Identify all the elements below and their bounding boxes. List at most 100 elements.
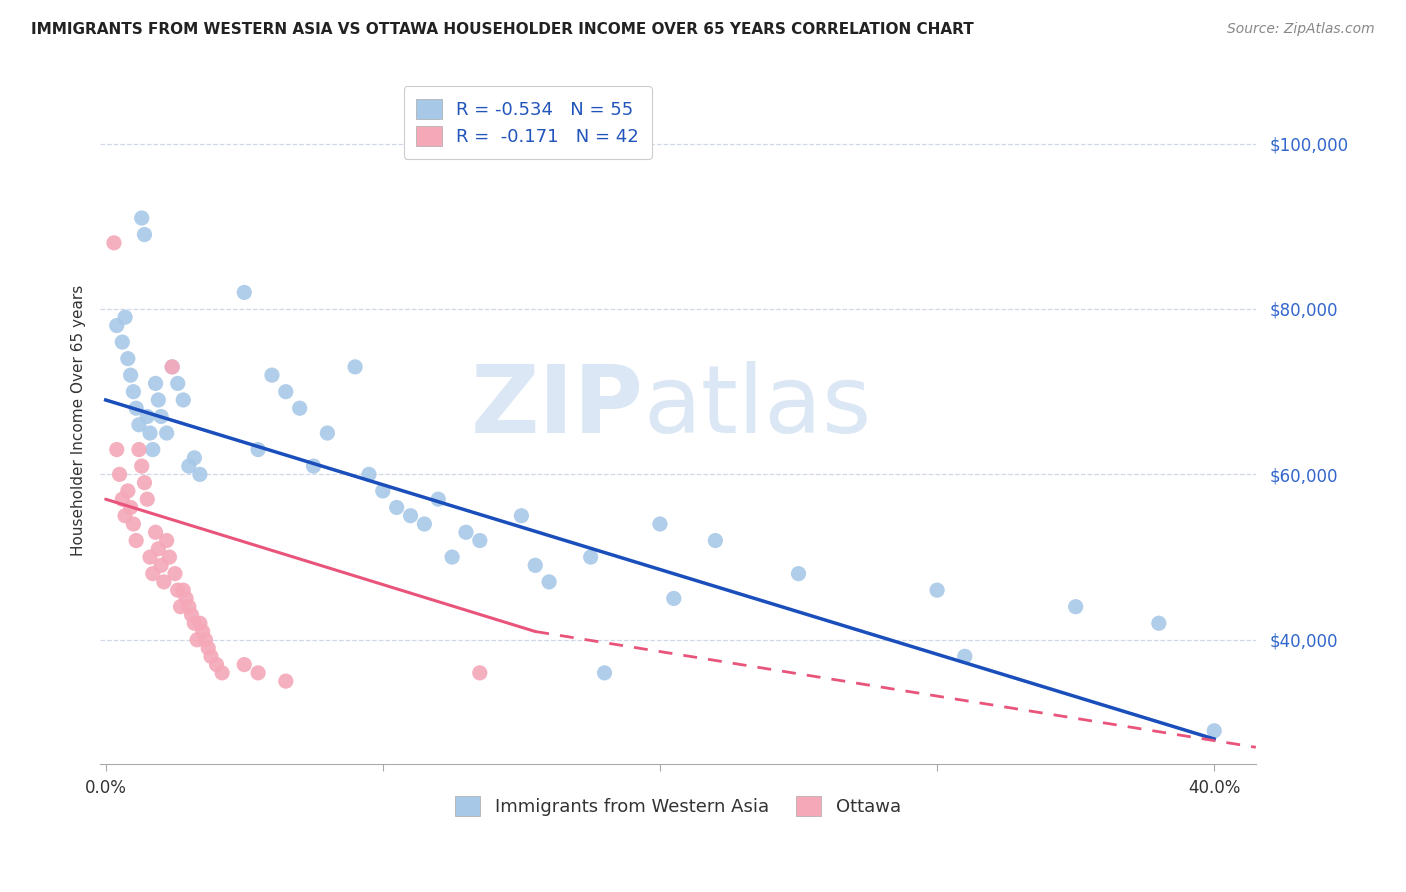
Point <box>413 516 436 531</box>
Point <box>302 459 325 474</box>
Point <box>704 533 727 548</box>
Text: ZIP: ZIP <box>471 361 644 453</box>
Point <box>103 235 125 250</box>
Point <box>114 508 136 523</box>
Point <box>316 425 339 440</box>
Point <box>579 550 602 565</box>
Point <box>128 442 150 457</box>
Point <box>131 459 153 474</box>
Point <box>111 334 134 349</box>
Point <box>148 392 170 407</box>
Point <box>105 318 128 333</box>
Point <box>274 674 297 689</box>
Point <box>148 541 170 556</box>
Point <box>136 409 159 424</box>
Point <box>122 516 145 531</box>
Point <box>150 558 173 573</box>
Point <box>139 550 162 565</box>
Point <box>233 657 256 672</box>
Text: Source: ZipAtlas.com: Source: ZipAtlas.com <box>1227 22 1375 37</box>
Point <box>142 566 165 581</box>
Point <box>662 591 685 606</box>
Point <box>211 665 233 680</box>
Point <box>191 624 214 639</box>
Point <box>153 574 176 589</box>
Point <box>108 467 131 482</box>
Point <box>117 483 139 498</box>
Point <box>194 632 217 647</box>
Point <box>538 574 561 589</box>
Y-axis label: Householder Income Over 65 years: Householder Income Over 65 years <box>72 285 86 557</box>
Point <box>1064 599 1087 614</box>
Point <box>441 550 464 565</box>
Point <box>163 566 186 581</box>
Point <box>468 665 491 680</box>
Point <box>120 500 142 515</box>
Point <box>188 467 211 482</box>
Point <box>157 550 180 565</box>
Point <box>125 533 148 548</box>
Point <box>145 525 167 540</box>
Point <box>399 508 422 523</box>
Point <box>128 417 150 432</box>
Point <box>160 359 183 374</box>
Point <box>648 516 671 531</box>
Point <box>111 492 134 507</box>
Point <box>125 401 148 416</box>
Point <box>524 558 547 573</box>
Point <box>200 649 222 664</box>
Point <box>114 310 136 325</box>
Point <box>172 392 194 407</box>
Text: atlas: atlas <box>644 361 872 453</box>
Point <box>177 599 200 614</box>
Point <box>172 583 194 598</box>
Point <box>247 665 270 680</box>
Point <box>593 665 616 680</box>
Point <box>156 425 179 440</box>
Point <box>205 657 228 672</box>
Point <box>1147 616 1170 631</box>
Point <box>288 401 311 416</box>
Point <box>385 500 408 515</box>
Point <box>371 483 394 498</box>
Point <box>183 450 205 465</box>
Point <box>427 492 450 507</box>
Point <box>188 616 211 631</box>
Point <box>131 211 153 225</box>
Point <box>247 442 270 457</box>
Point <box>233 285 256 300</box>
Text: IMMIGRANTS FROM WESTERN ASIA VS OTTAWA HOUSEHOLDER INCOME OVER 65 YEARS CORRELAT: IMMIGRANTS FROM WESTERN ASIA VS OTTAWA H… <box>31 22 974 37</box>
Point <box>357 467 380 482</box>
Point <box>953 649 976 664</box>
Point <box>274 384 297 399</box>
Point <box>454 525 477 540</box>
Point <box>160 359 183 374</box>
Point <box>134 227 156 242</box>
Point <box>925 583 948 598</box>
Point <box>787 566 810 581</box>
Point <box>197 641 219 656</box>
Point <box>166 376 188 391</box>
Point <box>139 425 162 440</box>
Point <box>142 442 165 457</box>
Point <box>120 368 142 383</box>
Point <box>105 442 128 457</box>
Point <box>156 533 179 548</box>
Legend: Immigrants from Western Asia, Ottawa: Immigrants from Western Asia, Ottawa <box>449 789 908 823</box>
Point <box>186 632 208 647</box>
Point <box>468 533 491 548</box>
Point <box>183 616 205 631</box>
Point <box>180 607 202 622</box>
Point <box>166 583 188 598</box>
Point <box>260 368 283 383</box>
Point <box>177 459 200 474</box>
Point <box>150 409 173 424</box>
Point <box>145 376 167 391</box>
Point <box>136 492 159 507</box>
Point <box>1204 723 1226 738</box>
Point <box>344 359 367 374</box>
Point <box>169 599 191 614</box>
Point <box>122 384 145 399</box>
Point <box>510 508 533 523</box>
Point <box>117 351 139 366</box>
